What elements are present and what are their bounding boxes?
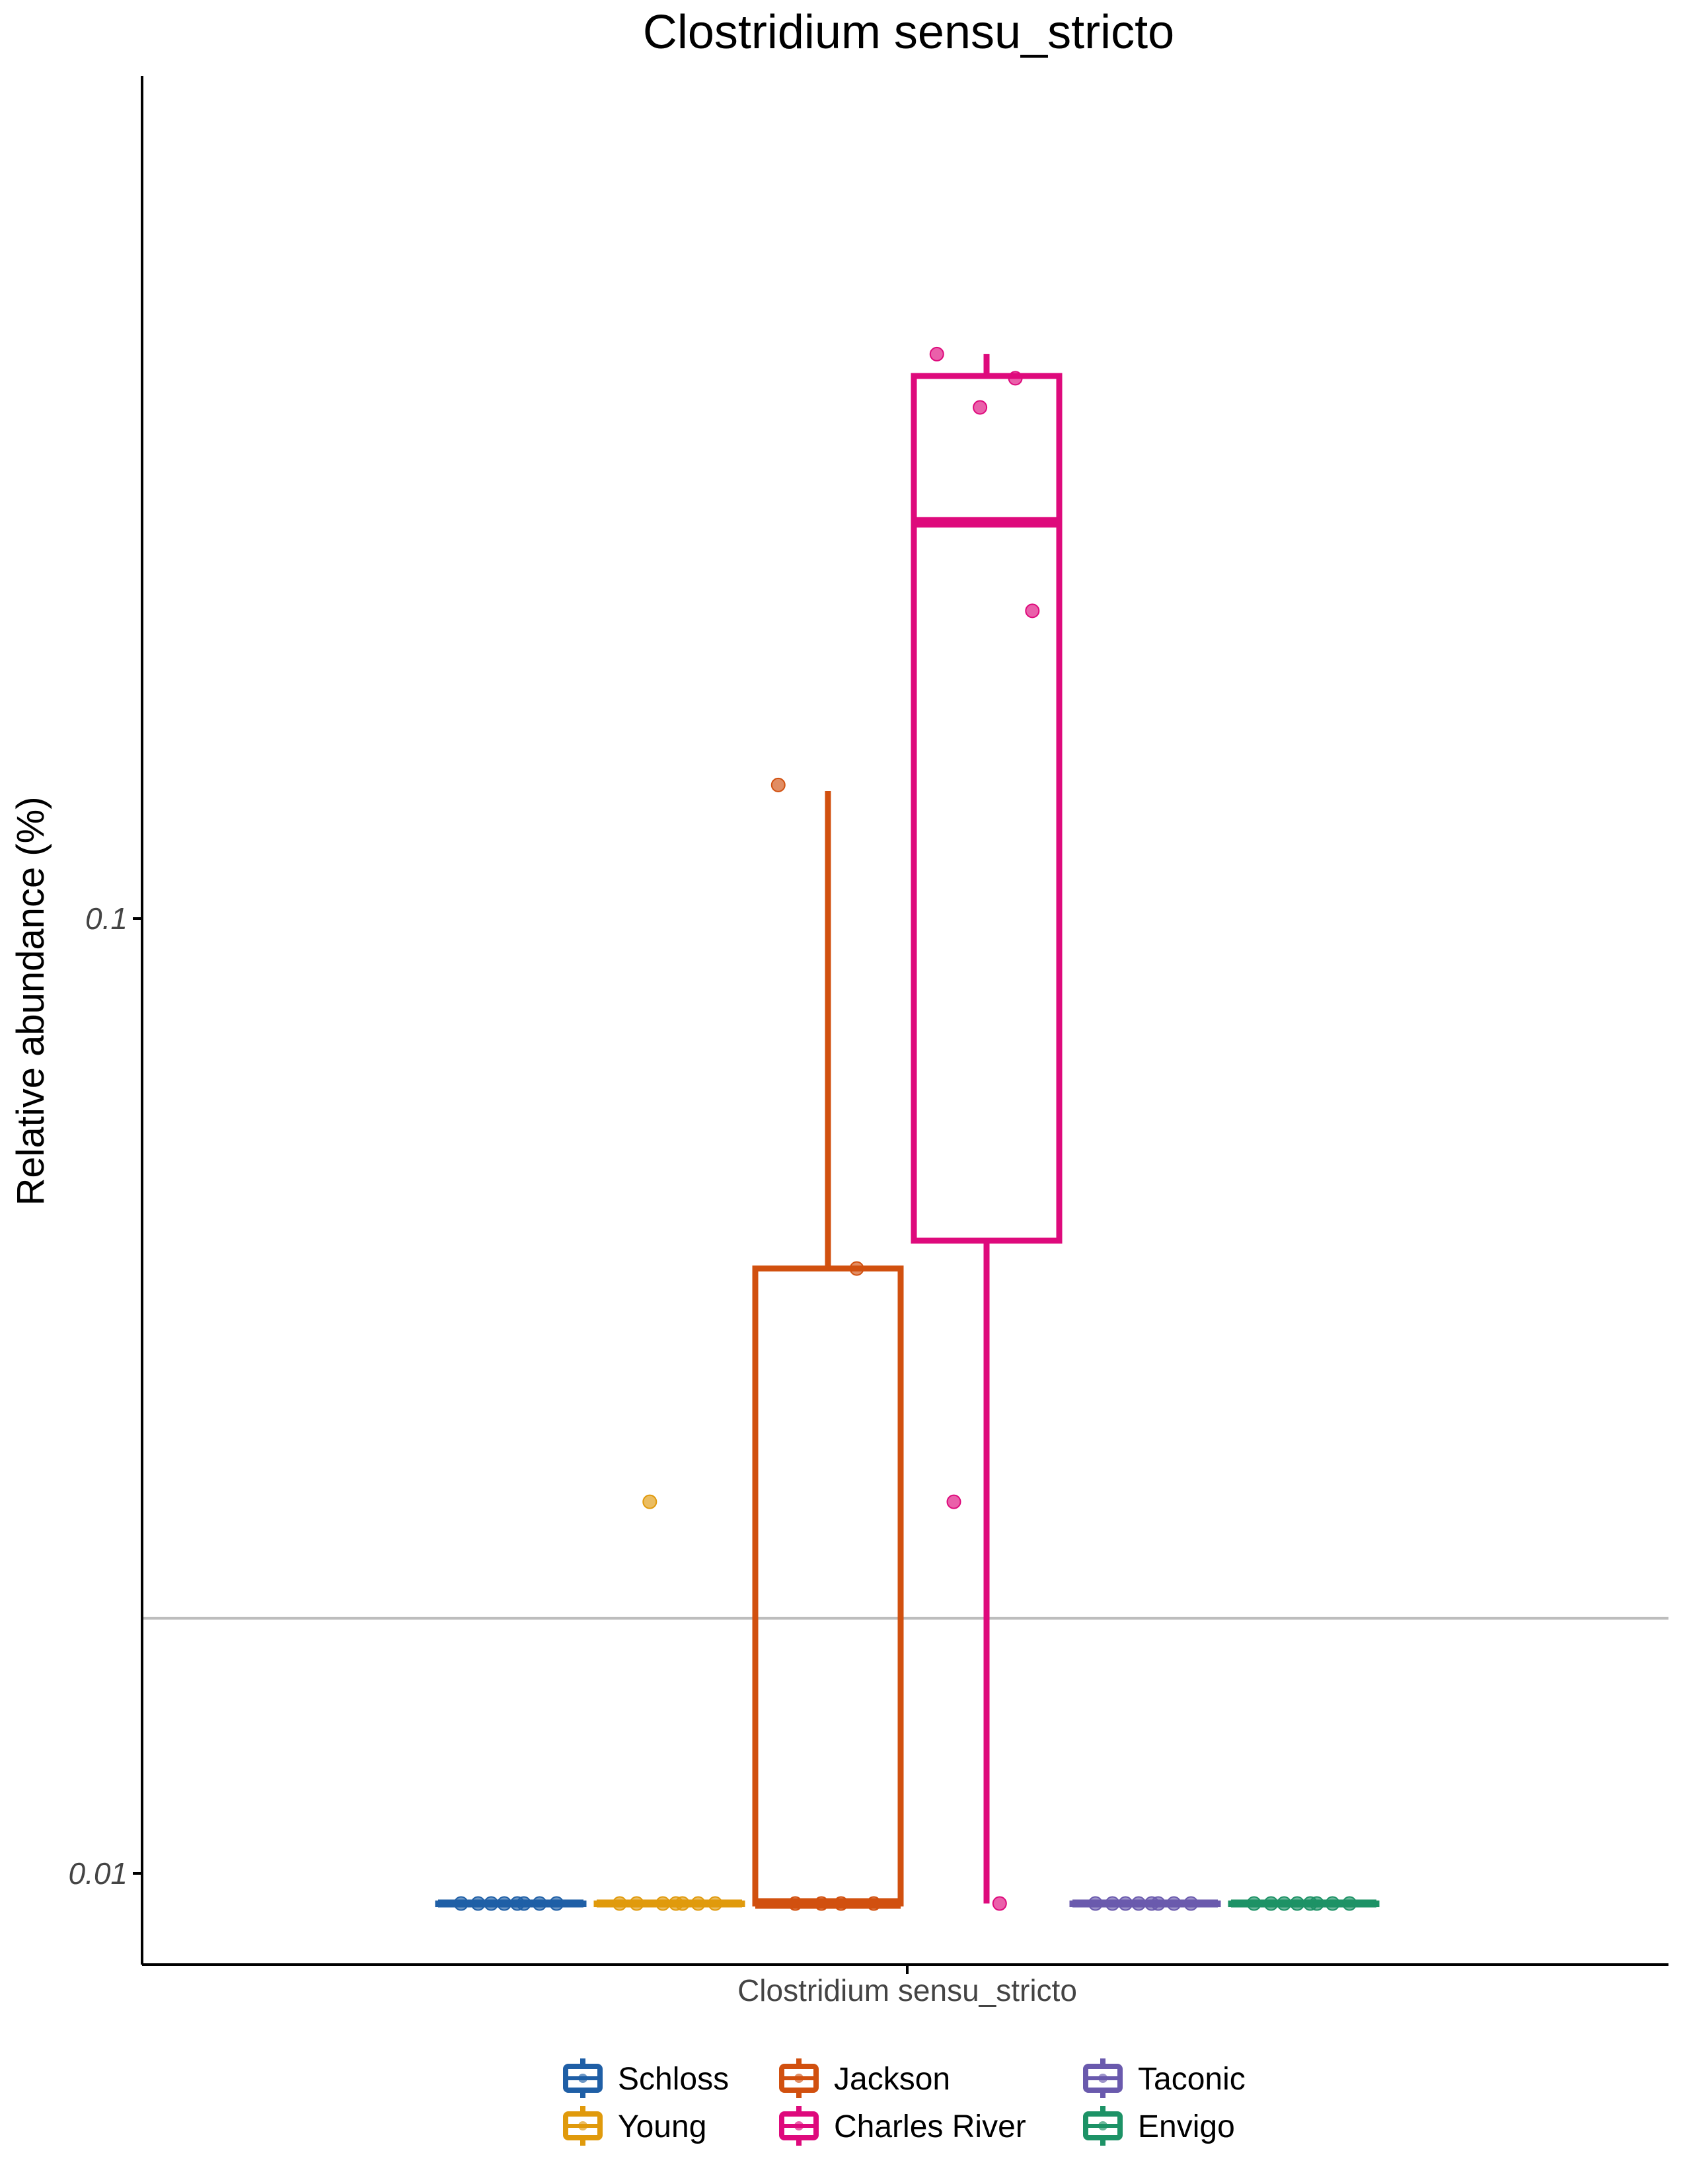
data-point [642, 1494, 657, 1509]
legend-item-young: Young [563, 2106, 706, 2146]
data-point [1166, 1896, 1181, 1911]
y-tick-label: 0.01 [68, 1856, 128, 1891]
data-point [1263, 1896, 1279, 1911]
legend-key-point [794, 2121, 804, 2130]
legend-label: Schloss [618, 2062, 729, 2097]
data-point [1342, 1896, 1357, 1911]
legend-label: Taconic [1138, 2062, 1246, 2097]
data-point [1105, 1896, 1120, 1911]
data-point [833, 1896, 848, 1911]
data-point [453, 1896, 468, 1911]
legend-label: Young [618, 2109, 706, 2144]
data-point [866, 1896, 881, 1911]
box-rect [752, 1265, 904, 1907]
legend-label: Jackson [834, 2062, 950, 2097]
data-point [1277, 1896, 1292, 1911]
data-point [691, 1896, 706, 1911]
y-tick-label: 0.1 [85, 901, 128, 936]
box-rect [911, 373, 1063, 1244]
data-point [1131, 1896, 1146, 1911]
legend-item-charles-river: Charles River [779, 2106, 1026, 2146]
box-charles-river [911, 346, 1063, 1911]
plot-area: 0.1 0.01 [68, 76, 1668, 1974]
legend-key-point [578, 2121, 587, 2130]
data-point [929, 346, 944, 361]
legend-item-envigo: Envigo [1083, 2106, 1235, 2146]
data-point [612, 1896, 627, 1911]
legend-key-point [1098, 2074, 1107, 2083]
legend-label: Envigo [1138, 2109, 1235, 2144]
x-tick-label: Clostridium sensu_stricto [737, 1973, 1077, 2008]
legend-key-point [794, 2074, 804, 2083]
legend-item-taconic: Taconic [1083, 2058, 1246, 2098]
legend-key-point [1098, 2121, 1107, 2130]
data-point [788, 1896, 803, 1911]
data-point [1144, 1896, 1159, 1911]
data-point [549, 1896, 564, 1911]
legend: Schloss Young Jackson Charles River Taconic E… [563, 2058, 1246, 2146]
data-point [1290, 1896, 1305, 1911]
data-point [946, 1494, 961, 1509]
data-point [1008, 371, 1023, 386]
data-point [509, 1896, 525, 1911]
data-point [708, 1896, 723, 1911]
data-point [668, 1896, 683, 1911]
legend-item-jackson: Jackson [779, 2058, 950, 2098]
data-point [814, 1896, 829, 1911]
box-envigo [1228, 1896, 1380, 1911]
chart-title: Clostridium sensu_stricto [643, 6, 1174, 59]
legend-key-point [578, 2074, 587, 2083]
data-point [655, 1896, 671, 1911]
data-point [1088, 1896, 1103, 1911]
data-point [1183, 1896, 1199, 1911]
box-jackson [752, 777, 904, 1911]
data-point [629, 1896, 644, 1911]
data-point [532, 1896, 547, 1911]
box-young [593, 1494, 745, 1911]
box-schloss [435, 1896, 587, 1911]
data-point [1325, 1896, 1340, 1911]
data-point [497, 1896, 512, 1911]
data-point [1118, 1896, 1133, 1911]
data-point [770, 777, 786, 792]
legend-label: Charles River [834, 2109, 1026, 2144]
y-axis-label: Relative abundance (%) [9, 796, 52, 1205]
data-point [1025, 603, 1040, 619]
data-point [849, 1261, 864, 1276]
data-point [973, 400, 988, 415]
data-point [992, 1896, 1007, 1911]
legend-item-schloss: Schloss [563, 2058, 729, 2098]
data-point [470, 1896, 486, 1911]
data-point [1302, 1896, 1318, 1911]
data-point [484, 1896, 499, 1911]
data-point [1246, 1896, 1261, 1911]
box-taconic [1069, 1896, 1221, 1911]
